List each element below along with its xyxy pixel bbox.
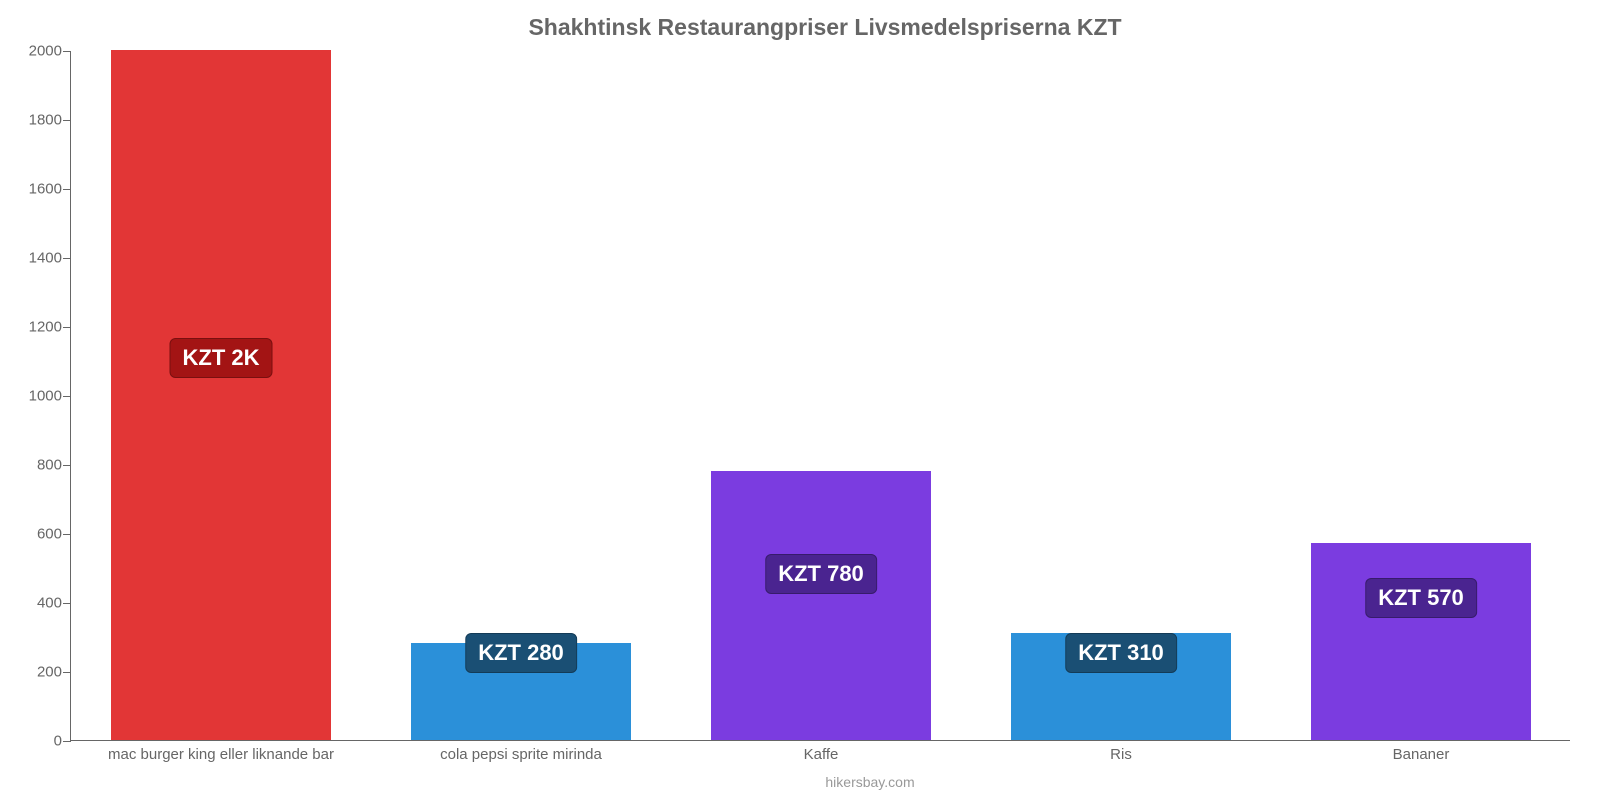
bar xyxy=(111,50,331,740)
value-badge: KZT 280 xyxy=(465,633,577,673)
y-tick-label: 1600 xyxy=(12,181,62,198)
y-tick xyxy=(63,465,71,466)
y-tick-label: 1800 xyxy=(12,112,62,129)
y-tick-label: 0 xyxy=(12,733,62,750)
y-tick xyxy=(63,741,71,742)
y-tick xyxy=(63,327,71,328)
y-tick xyxy=(63,534,71,535)
y-tick-label: 1000 xyxy=(12,388,62,405)
bar xyxy=(711,471,931,740)
y-tick xyxy=(63,120,71,121)
y-tick-label: 2000 xyxy=(12,43,62,60)
y-tick xyxy=(63,189,71,190)
value-badge: KZT 2K xyxy=(170,338,273,378)
x-tick-label: Kaffe xyxy=(804,746,839,763)
y-tick xyxy=(63,258,71,259)
x-tick-label: Bananer xyxy=(1393,746,1450,763)
plot-area: 0200400600800100012001400160018002000KZT… xyxy=(70,51,1570,741)
x-tick-label: cola pepsi sprite mirinda xyxy=(440,746,602,763)
value-badge: KZT 570 xyxy=(1365,578,1477,618)
chart-footer: hikersbay.com xyxy=(70,774,1600,790)
y-tick-label: 1200 xyxy=(12,319,62,336)
y-tick-label: 600 xyxy=(12,526,62,543)
value-badge: KZT 780 xyxy=(765,554,877,594)
y-tick xyxy=(63,51,71,52)
y-tick-label: 200 xyxy=(12,664,62,681)
y-tick xyxy=(63,603,71,604)
x-tick-label: Ris xyxy=(1110,746,1132,763)
value-badge: KZT 310 xyxy=(1065,633,1177,673)
bar xyxy=(1311,543,1531,740)
y-tick xyxy=(63,672,71,673)
y-tick-label: 1400 xyxy=(12,250,62,267)
y-tick-label: 800 xyxy=(12,457,62,474)
x-tick-label: mac burger king eller liknande bar xyxy=(108,746,334,763)
price-chart: Shakhtinsk Restaurangpriser Livsmedelspr… xyxy=(0,0,1600,800)
y-tick-label: 400 xyxy=(12,595,62,612)
chart-title: Shakhtinsk Restaurangpriser Livsmedelspr… xyxy=(70,14,1580,41)
y-tick xyxy=(63,396,71,397)
